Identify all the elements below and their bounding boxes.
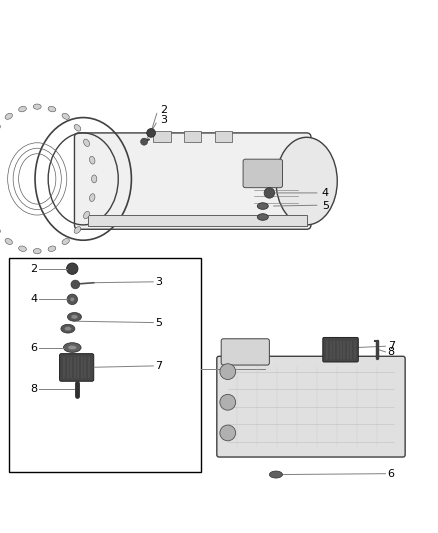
Bar [215, 131, 232, 142]
Ellipse shape [92, 175, 97, 183]
Text: 3: 3 [160, 115, 167, 125]
Text: 5: 5 [155, 318, 162, 328]
Text: 7: 7 [388, 341, 395, 351]
Ellipse shape [33, 104, 41, 109]
Text: 6: 6 [30, 343, 37, 352]
Ellipse shape [74, 124, 81, 131]
Text: 7: 7 [155, 361, 162, 371]
Ellipse shape [62, 114, 69, 119]
Ellipse shape [84, 212, 89, 219]
Ellipse shape [64, 327, 71, 331]
Ellipse shape [48, 107, 56, 112]
Text: 6: 6 [388, 469, 395, 479]
Text: 2: 2 [30, 264, 37, 273]
Text: 8: 8 [30, 384, 37, 394]
Bar [153, 131, 171, 142]
Bar [9, 258, 201, 472]
Text: 3: 3 [155, 277, 162, 287]
Ellipse shape [5, 238, 12, 245]
FancyBboxPatch shape [243, 159, 283, 188]
Ellipse shape [84, 139, 89, 147]
Circle shape [141, 138, 148, 145]
Bar [88, 215, 307, 226]
FancyBboxPatch shape [221, 339, 269, 365]
Ellipse shape [64, 343, 81, 352]
Ellipse shape [89, 156, 95, 164]
Text: 1: 1 [267, 365, 274, 374]
Circle shape [264, 188, 275, 198]
Ellipse shape [5, 114, 12, 119]
Ellipse shape [68, 345, 77, 350]
Ellipse shape [61, 324, 75, 333]
Text: 4: 4 [322, 188, 329, 198]
Text: 5: 5 [322, 201, 329, 211]
Circle shape [67, 263, 78, 274]
Ellipse shape [276, 138, 337, 225]
Circle shape [67, 294, 78, 304]
Circle shape [220, 394, 236, 410]
Circle shape [220, 425, 236, 441]
Ellipse shape [62, 238, 69, 245]
Ellipse shape [71, 314, 78, 319]
Ellipse shape [48, 246, 56, 252]
FancyBboxPatch shape [217, 356, 405, 457]
Text: 2: 2 [160, 104, 167, 115]
Circle shape [70, 297, 74, 302]
FancyBboxPatch shape [323, 337, 358, 362]
FancyBboxPatch shape [60, 354, 94, 381]
Ellipse shape [257, 214, 268, 220]
Circle shape [71, 280, 80, 289]
FancyBboxPatch shape [74, 133, 311, 229]
Ellipse shape [89, 193, 95, 201]
Ellipse shape [33, 248, 41, 254]
Bar [184, 131, 201, 142]
Ellipse shape [19, 246, 26, 252]
Ellipse shape [19, 107, 26, 112]
Ellipse shape [257, 203, 268, 209]
Ellipse shape [67, 312, 81, 321]
Circle shape [147, 128, 155, 138]
Ellipse shape [269, 471, 283, 478]
Ellipse shape [74, 227, 81, 233]
Text: 8: 8 [388, 347, 395, 357]
Text: 4: 4 [30, 294, 37, 304]
Circle shape [220, 364, 236, 379]
